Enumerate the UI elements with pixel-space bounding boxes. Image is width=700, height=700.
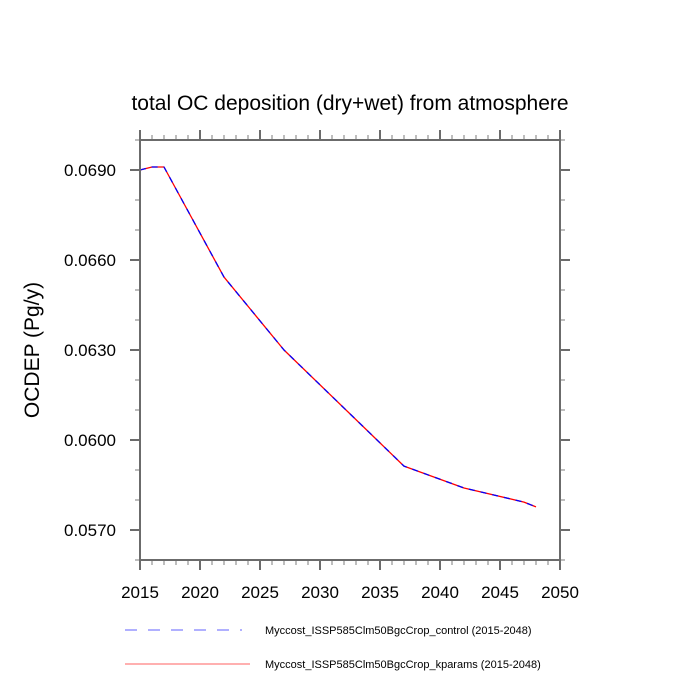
- y-tick-label: 0.0660: [64, 251, 116, 270]
- legend-label: Myccost_ISSP585Clm50BgcCrop_kparams (201…: [265, 659, 541, 671]
- x-tick-label: 2030: [301, 583, 339, 602]
- x-tick-label: 2035: [361, 583, 399, 602]
- x-tick-label: 2015: [121, 583, 159, 602]
- series-line-control: [139, 166, 537, 508]
- legend-label: Myccost_ISSP585Clm50BgcCrop_control (201…: [265, 625, 532, 637]
- plot-lines: [139, 166, 537, 508]
- x-tick-label: 2020: [181, 583, 219, 602]
- x-tick-label: 2050: [541, 583, 579, 602]
- legend: Myccost_ISSP585Clm50BgcCrop_control (201…: [125, 625, 541, 671]
- axis-ticks: [130, 130, 570, 570]
- y-tick-label: 0.0690: [64, 161, 116, 180]
- x-tick-label: 2045: [481, 583, 519, 602]
- y-tick-label: 0.0600: [64, 431, 116, 450]
- chart-title: total OC deposition (dry+wet) from atmos…: [131, 92, 568, 115]
- y-tick-label: 0.0630: [64, 341, 116, 360]
- series-line-kparams: [139, 166, 537, 508]
- x-tick-label: 2025: [241, 583, 279, 602]
- y-tick-label: 0.0570: [64, 521, 116, 540]
- y-axis-label: OCDEP (Pg/y): [21, 282, 44, 418]
- tick-labels: 2015 2020 2025 2030 2035 2040 2045 2050 0.0570 0.…: [64, 161, 579, 602]
- x-tick-label: 2040: [421, 583, 459, 602]
- plot-frame: [139, 139, 561, 561]
